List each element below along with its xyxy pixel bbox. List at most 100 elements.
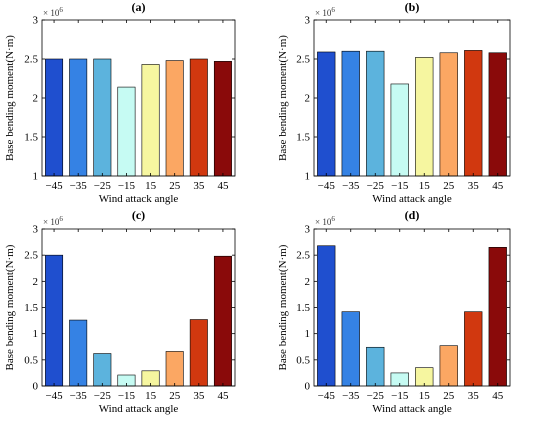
chart-title: (a) — [132, 0, 146, 14]
axis-multiplier: × 106 — [315, 6, 335, 18]
bar-1 — [317, 245, 336, 387]
y-tick-label: 1.5 — [24, 302, 38, 314]
bar-6 — [165, 351, 184, 387]
bar-8 — [488, 247, 507, 387]
bar-6 — [439, 52, 458, 177]
y-tick-label: 3 — [33, 224, 39, 236]
x-tick-label: 15 — [419, 180, 431, 192]
x-tick-label: −25 — [367, 390, 385, 402]
bar-5 — [415, 57, 434, 177]
bar-2 — [69, 58, 88, 177]
y-tick-label: 2.5 — [24, 250, 38, 262]
x-tick-label: −45 — [318, 390, 336, 402]
x-tick-label: −45 — [318, 180, 336, 192]
x-tick-label: −25 — [94, 180, 112, 192]
x-tick-label: −45 — [45, 390, 63, 402]
x-tick-label: 45 — [492, 180, 504, 192]
x-tick-label: 15 — [419, 390, 431, 402]
y-tick-label: 2.5 — [296, 250, 310, 262]
x-tick-label: −45 — [45, 180, 63, 192]
y-tick-label: 2.5 — [24, 54, 38, 66]
bar-8 — [213, 61, 232, 177]
x-axis-label: Wind attack angle — [372, 403, 452, 415]
x-axis-label: Wind attack angle — [372, 193, 452, 205]
chart-title: (b) — [405, 0, 420, 14]
chart-title: (d) — [405, 208, 420, 222]
bar-6 — [439, 345, 458, 387]
bar-3 — [366, 346, 385, 387]
y-tick-label: 1 — [33, 328, 39, 340]
bar-6 — [165, 60, 184, 177]
y-axis-label: Base bending moment(N·m) — [277, 35, 289, 161]
x-tick-label: 45 — [492, 390, 504, 402]
y-tick-label: 1.5 — [296, 302, 310, 314]
x-tick-label: −25 — [94, 390, 112, 402]
chart-panel-4: (d) × 106 0 0.5 1 1.5 2 2.5 3 −45 −35 −25 −15 15 25 35 4… — [277, 208, 511, 415]
x-tick-label: −35 — [342, 390, 360, 402]
bar-2 — [341, 50, 360, 177]
x-axis-label: Wind attack angle — [99, 403, 179, 415]
x-tick-label: −15 — [118, 390, 136, 402]
bar-3 — [93, 353, 112, 387]
chart-panel-3: (c) × 106 0 0.5 1 1.5 2 2.5 3 −45 −35 −25 −15 15 25 35 4… — [4, 208, 236, 415]
x-tick-label: −35 — [70, 180, 88, 192]
x-tick-label: −35 — [342, 180, 360, 192]
x-tick-label: 25 — [169, 180, 181, 192]
x-tick-label: 45 — [217, 390, 229, 402]
x-tick-label: 15 — [145, 390, 157, 402]
y-axis-label: Base bending moment(N·m) — [4, 35, 16, 161]
chart-panel-2: (b) × 106 1 1.5 2 2.5 3 −45 −35 −25 −15 15 25 35 45 Win… — [277, 0, 511, 205]
bar-7 — [464, 50, 483, 177]
y-axis-label: Base bending moment(N·m) — [4, 244, 16, 370]
bar-8 — [488, 52, 507, 177]
bar-4 — [390, 83, 409, 177]
y-tick-label: 2 — [33, 276, 39, 288]
y-tick-label: 1 — [305, 171, 311, 183]
bar-7 — [464, 311, 483, 387]
x-tick-label: −15 — [391, 390, 409, 402]
axis-multiplier: × 106 — [43, 215, 63, 227]
chart-panel-1: (a) × 106 1 1.5 2 2.5 3 −45 −35 −25 −15 15 25 35 45 Win… — [4, 0, 236, 205]
y-tick-label: 3 — [305, 15, 311, 27]
y-tick-label: 0.5 — [24, 354, 38, 366]
y-tick-label: 1 — [305, 328, 311, 340]
y-tick-label: 0 — [33, 381, 39, 393]
y-tick-label: 1.5 — [296, 132, 310, 144]
y-tick-label: 2 — [33, 93, 39, 105]
y-tick-label: 2 — [305, 276, 311, 288]
x-tick-label: 25 — [443, 390, 455, 402]
bar-1 — [45, 58, 64, 177]
bar-1 — [45, 254, 64, 387]
y-tick-label: 3 — [33, 15, 39, 27]
bar-2 — [69, 319, 88, 387]
bar-4 — [117, 86, 136, 177]
bar-3 — [93, 58, 112, 177]
x-tick-label: 35 — [468, 180, 480, 192]
x-tick-label: −15 — [118, 180, 136, 192]
y-axis-label: Base bending moment(N·m) — [277, 244, 289, 370]
y-tick-label: 1 — [33, 171, 39, 183]
y-tick-label: 3 — [305, 224, 311, 236]
x-tick-label: −15 — [391, 180, 409, 192]
bar-3 — [366, 50, 385, 177]
y-tick-label: 0.5 — [296, 354, 310, 366]
bar-8 — [213, 255, 232, 387]
axis-multiplier: × 106 — [315, 215, 335, 227]
bar-7 — [189, 319, 208, 387]
x-axis-label: Wind attack angle — [99, 193, 179, 205]
x-tick-label: 45 — [217, 180, 229, 192]
bar-5 — [141, 64, 160, 177]
x-tick-label: −35 — [70, 390, 88, 402]
chart-title: (c) — [132, 208, 145, 222]
y-tick-label: 2.5 — [296, 54, 310, 66]
axis-multiplier: × 106 — [43, 6, 63, 18]
x-tick-label: 15 — [145, 180, 157, 192]
y-tick-label: 0 — [305, 381, 311, 393]
bar-7 — [189, 58, 208, 177]
y-tick-label: 1.5 — [24, 132, 38, 144]
x-tick-label: 25 — [443, 180, 455, 192]
x-tick-label: 35 — [468, 390, 480, 402]
x-tick-label: −25 — [367, 180, 385, 192]
x-tick-label: 35 — [193, 180, 205, 192]
